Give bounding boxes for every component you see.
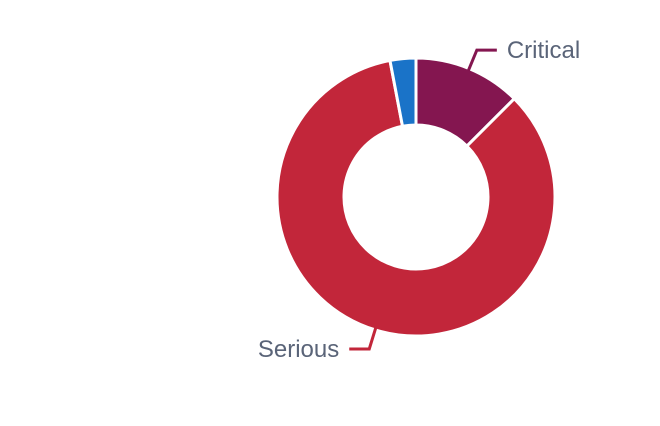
slices-layer (275, 56, 557, 338)
leader-line-serious (349, 327, 378, 351)
slice-label-critical: Critical (507, 37, 580, 64)
leader-line-critical (467, 48, 497, 72)
slice-label-serious: Serious (258, 336, 339, 363)
slice-serious (275, 58, 557, 338)
leader-lines-layer (349, 48, 497, 351)
slice-labels-layer: Critical Serious (258, 37, 580, 363)
slice-unlabeled-2 (388, 56, 418, 129)
